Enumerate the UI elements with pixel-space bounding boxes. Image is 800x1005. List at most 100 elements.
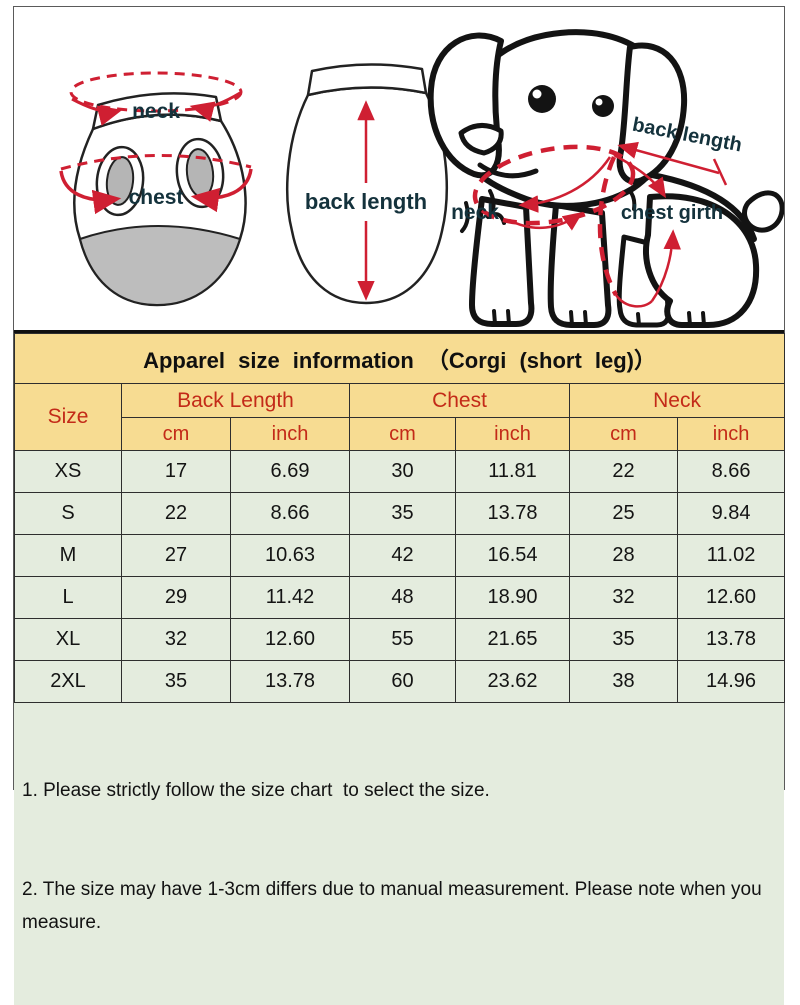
chest-arrow-left [59,170,122,215]
value-cell: 14.96 [676,660,786,703]
unit-header: cm [349,417,456,451]
value-cell: 22 [121,492,231,535]
dog-back-line [649,172,757,242]
dog-measure-marks [472,141,728,308]
size-cell: S [14,492,122,535]
neck-arrow-right [189,91,241,122]
value-cell: 12.60 [230,618,350,661]
neck-measure-loop [69,71,243,113]
size-cell: 2XL [14,660,122,703]
dog-neck-label: neck [451,201,499,224]
vest-chest-label: chest [129,186,184,209]
value-cell: 13.78 [455,492,570,535]
chest-group-header: Chest [349,383,570,418]
back-length-group-header: Back Length [121,383,350,418]
vest-front-measure-marks [59,71,253,215]
size-cell: L [14,576,122,619]
value-cell: 32 [569,576,678,619]
table-row-xs: XS 17 6.69 30 11.81 22 8.66 [14,450,786,493]
table-group-header-row: Size Back Length Chest Neck [14,383,786,451]
table-row-l: L 29 11.42 48 18.90 32 12.60 [14,576,786,619]
unit-header: inch [230,417,350,451]
vest-back-length-label: back length [305,189,427,214]
value-cell: 25 [569,492,678,535]
dog-tail [742,190,784,233]
dog-rear-haunch [643,193,760,328]
table-row-xl: XL 32 12.60 55 21.65 35 13.78 [14,618,786,661]
value-cell: 18.90 [455,576,570,619]
unit-header: cm [569,417,678,451]
value-cell: 10.63 [230,534,350,577]
value-cell: 29 [121,576,231,619]
value-cell: 35 [121,660,231,703]
value-cell: 13.78 [676,618,786,661]
dog-neck-loop [472,144,636,226]
vest-front-belly-patch [79,225,241,306]
neck-arrow-left [71,97,123,126]
vest-back-diagram [286,63,448,305]
dog-front-left-leg [469,196,535,327]
value-cell: 6.69 [230,450,350,493]
dog-front-right-leg [547,202,612,328]
table-unit-header-row: cm inch cm inch cm inch [15,417,786,451]
value-cell: 12.60 [676,576,786,619]
note-2: 2. The size may have 1-3cm differs due t… [22,879,767,933]
value-cell: 8.66 [230,492,350,535]
dog-neck-arrow-2 [518,156,612,213]
dog-back-length-line [617,141,720,175]
neck-group-header: Neck [568,383,786,418]
vest-neck-label: neck [132,100,180,123]
value-cell: 35 [569,618,678,661]
value-cell: 55 [349,618,456,661]
diagrams-canvas: neck chest back length [59,29,784,328]
value-cell: 11.42 [230,576,350,619]
value-cell: 60 [349,660,456,703]
table-title-row: Apparel size information （Corgi (short l… [13,333,786,384]
value-cell: 17 [121,450,231,493]
vest-back-collar [306,63,428,97]
value-cell: 32 [121,618,231,661]
dog-eye-right-highlight [595,98,603,106]
size-chart-sheet: neck chest back length [13,6,786,1005]
value-cell: 30 [349,450,456,493]
unit-header: cm [121,417,231,451]
chest-arrow-right [190,168,253,213]
value-cell: 48 [349,576,456,619]
value-cell: 42 [349,534,456,577]
dog-illustration [427,29,784,328]
dog-chest-arrow-up [650,229,681,302]
table-title: Apparel size information （Corgi (short l… [13,333,786,384]
dog-nose [458,123,504,156]
value-cell: 28 [569,534,678,577]
value-cell: 27 [121,534,231,577]
unit-header: inch [676,417,786,451]
dog-eye-left-highlight [532,89,542,99]
dog-chest-loop-bottom [614,294,653,308]
size-table: Apparel size information （Corgi (short l… [13,333,786,703]
table-row-s: S 22 8.66 35 13.78 25 9.84 [14,492,786,535]
value-cell: 9.84 [676,492,786,535]
dog-chest-loop-dashed [597,156,618,297]
note-1: 1. Please strictly follow the size chart… [22,780,490,801]
dog-eye-left [528,85,556,113]
size-cell: XL [14,618,122,661]
value-cell: 35 [349,492,456,535]
table-row-m: M 27 10.63 42 16.54 28 11.02 [14,534,786,577]
chest-measure-loop-top [60,154,252,171]
value-cell: 8.66 [676,450,786,493]
dog-smile [477,162,539,179]
size-column-header: Size [14,383,122,451]
measurement-diagrams: neck chest back length [14,7,784,333]
dog-neck-arrow-1 [508,211,584,231]
dog-chest-arrow-down [613,153,666,199]
value-cell: 11.02 [676,534,786,577]
dog-back-length-tick [712,158,728,186]
table-row-2xl: 2XL 35 13.78 60 23.62 38 14.96 [14,660,786,703]
value-cell: 11.81 [455,450,570,493]
size-cell: M [14,534,122,577]
value-cell: 16.54 [455,534,570,577]
footer-notes: 1. Please strictly follow the size chart… [14,703,784,1005]
dog-chest-girth-label: chest girth [621,202,723,224]
size-cell: XS [14,450,122,493]
unit-header: inch [455,417,570,451]
